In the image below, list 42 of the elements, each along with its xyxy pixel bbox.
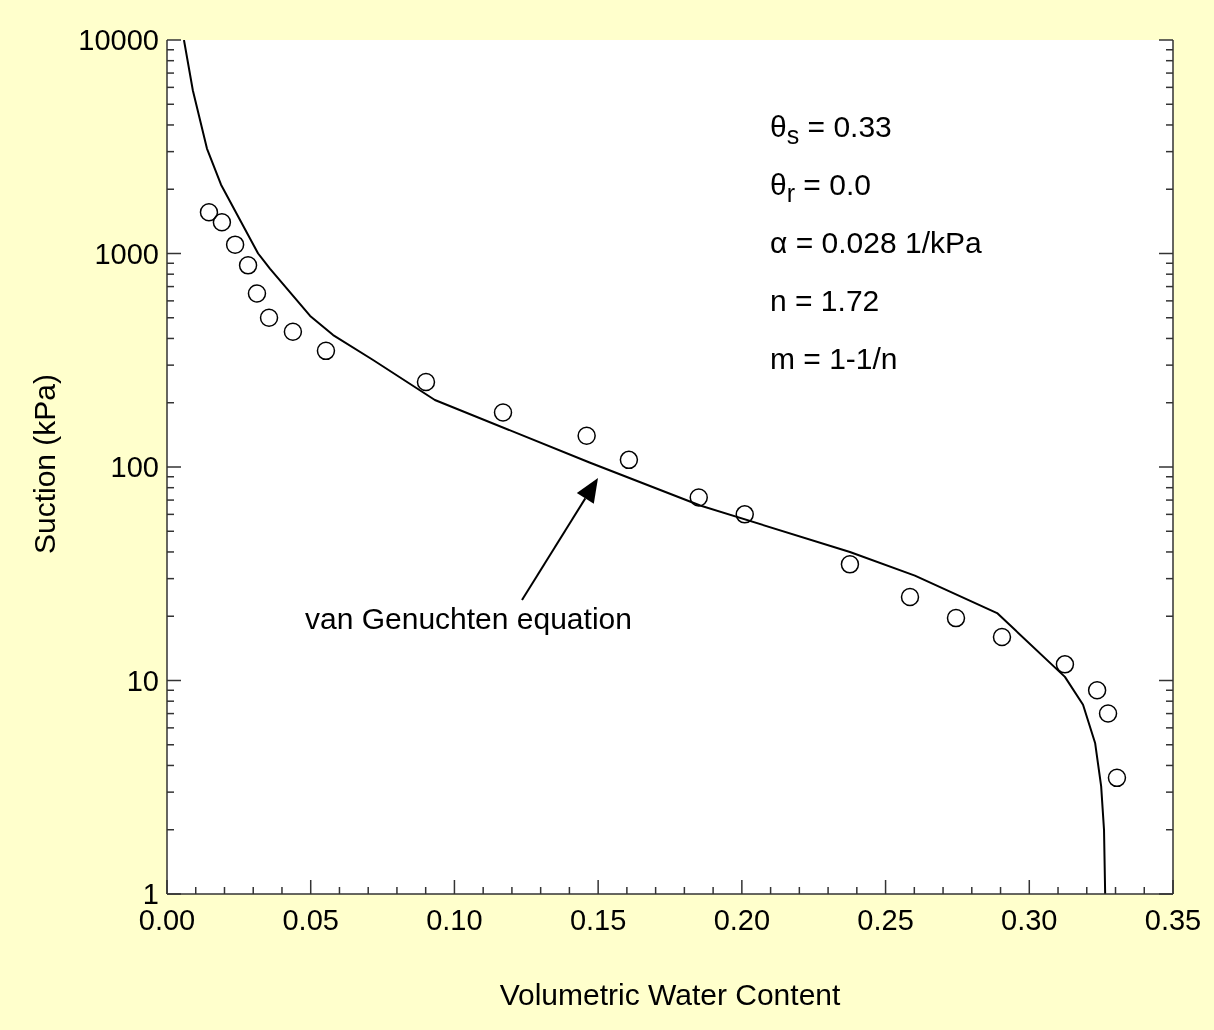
x-tick-label: 0.25 [857, 904, 914, 936]
x-tick-label: 0.30 [1001, 904, 1058, 936]
annotation: θ$_{r}$ = 0.0 [770, 167, 872, 209]
x-tick-label: 0.20 [713, 904, 771, 936]
annotation: m = 1-1/n [770, 341, 899, 377]
point [212, 213, 232, 232]
point [259, 308, 279, 328]
point [900, 587, 920, 607]
x-tick-label: 0.35 [1144, 904, 1202, 936]
x-axis-title: Volumetric Water Content [498, 978, 842, 1012]
point [238, 256, 258, 275]
point [840, 555, 860, 574]
y-tick-label: 10000 [78, 24, 159, 56]
point [619, 450, 639, 470]
point [1055, 655, 1075, 674]
x-tick-label: 0.05 [282, 904, 339, 936]
point [283, 322, 303, 341]
point [1107, 768, 1127, 788]
point [689, 488, 708, 507]
y-tick-label: 10 [126, 664, 159, 697]
annotation: van Genuchten equation [305, 602, 632, 636]
point [992, 627, 1012, 647]
annotation: n = 1.72 [770, 283, 881, 319]
point [225, 235, 245, 254]
line-series [182, 40, 1107, 894]
point [1098, 704, 1118, 723]
x-tick-label: 0.15 [569, 904, 627, 936]
annotation: θ$_{s}$ = 0.33 [770, 109, 893, 151]
point [247, 284, 267, 303]
annotation: α = 0.028 1/kPa [770, 225, 982, 261]
y-tick-label: 1000 [94, 237, 159, 270]
point [577, 426, 596, 446]
point [493, 403, 513, 422]
y-axis-title: Suction (kPa) [28, 372, 62, 557]
point [946, 608, 966, 628]
point [1087, 681, 1107, 700]
y-tick-label: 100 [110, 451, 159, 483]
point [416, 372, 436, 392]
point [199, 203, 219, 222]
point [316, 341, 336, 361]
point [735, 505, 754, 524]
x-tick-label: 0.10 [426, 904, 483, 936]
